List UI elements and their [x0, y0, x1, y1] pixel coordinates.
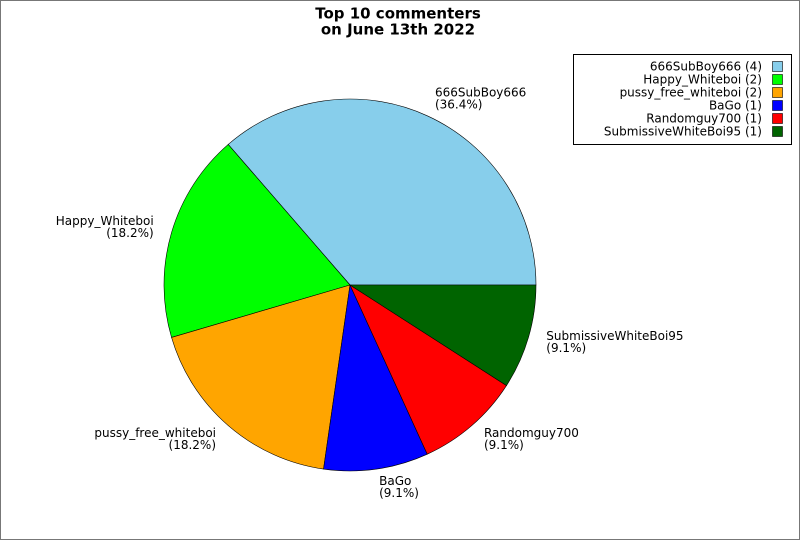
slice-value-label: (18.2%) — [106, 226, 153, 240]
pie-slice — [323, 283, 428, 472]
slice-value-label: (9.1%) — [546, 341, 586, 355]
slice-value-label: (9.1%) — [379, 486, 419, 500]
slice-label: 666SubBoy666 — [435, 85, 526, 99]
pie-slice — [349, 284, 507, 455]
legend-label: Happy_Whiteboi (2) — [643, 73, 762, 87]
legend-swatch — [772, 100, 783, 111]
chart-title: on June 13th 2022 — [321, 21, 475, 39]
legend-swatch — [772, 61, 783, 72]
legend-swatch — [772, 113, 783, 124]
legend-label: BaGo (1) — [709, 99, 762, 113]
pie-slice — [227, 98, 537, 286]
legend-label: Randomguy700 (1) — [646, 112, 762, 126]
legend-swatch — [772, 87, 783, 98]
slice-label: pussy_free_whiteboi — [94, 426, 216, 440]
legend-swatch — [772, 126, 783, 137]
pie-slice — [163, 144, 351, 338]
legend-label: 666SubBoy666 (4) — [650, 60, 762, 74]
pie-slice — [348, 284, 537, 386]
slice-value-label: (18.2%) — [169, 438, 216, 452]
slice-label: Randomguy700 — [484, 426, 579, 440]
legend-label: pussy_free_whiteboi (2) — [620, 86, 762, 100]
slice-label: BaGo — [379, 474, 411, 488]
slice-value-label: (9.1%) — [484, 438, 524, 452]
slice-value-label: (36.4%) — [435, 97, 482, 111]
pie-slice — [171, 284, 351, 470]
chart-title: Top 10 commenters — [315, 5, 481, 23]
slice-label: SubmissiveWhiteBoi95 — [546, 329, 683, 343]
legend-swatch — [772, 74, 783, 85]
legend-label: SubmissiveWhiteBoi95 (1) — [604, 125, 762, 139]
slice-label: Happy_Whiteboi — [56, 214, 154, 228]
legend-box — [573, 54, 792, 145]
